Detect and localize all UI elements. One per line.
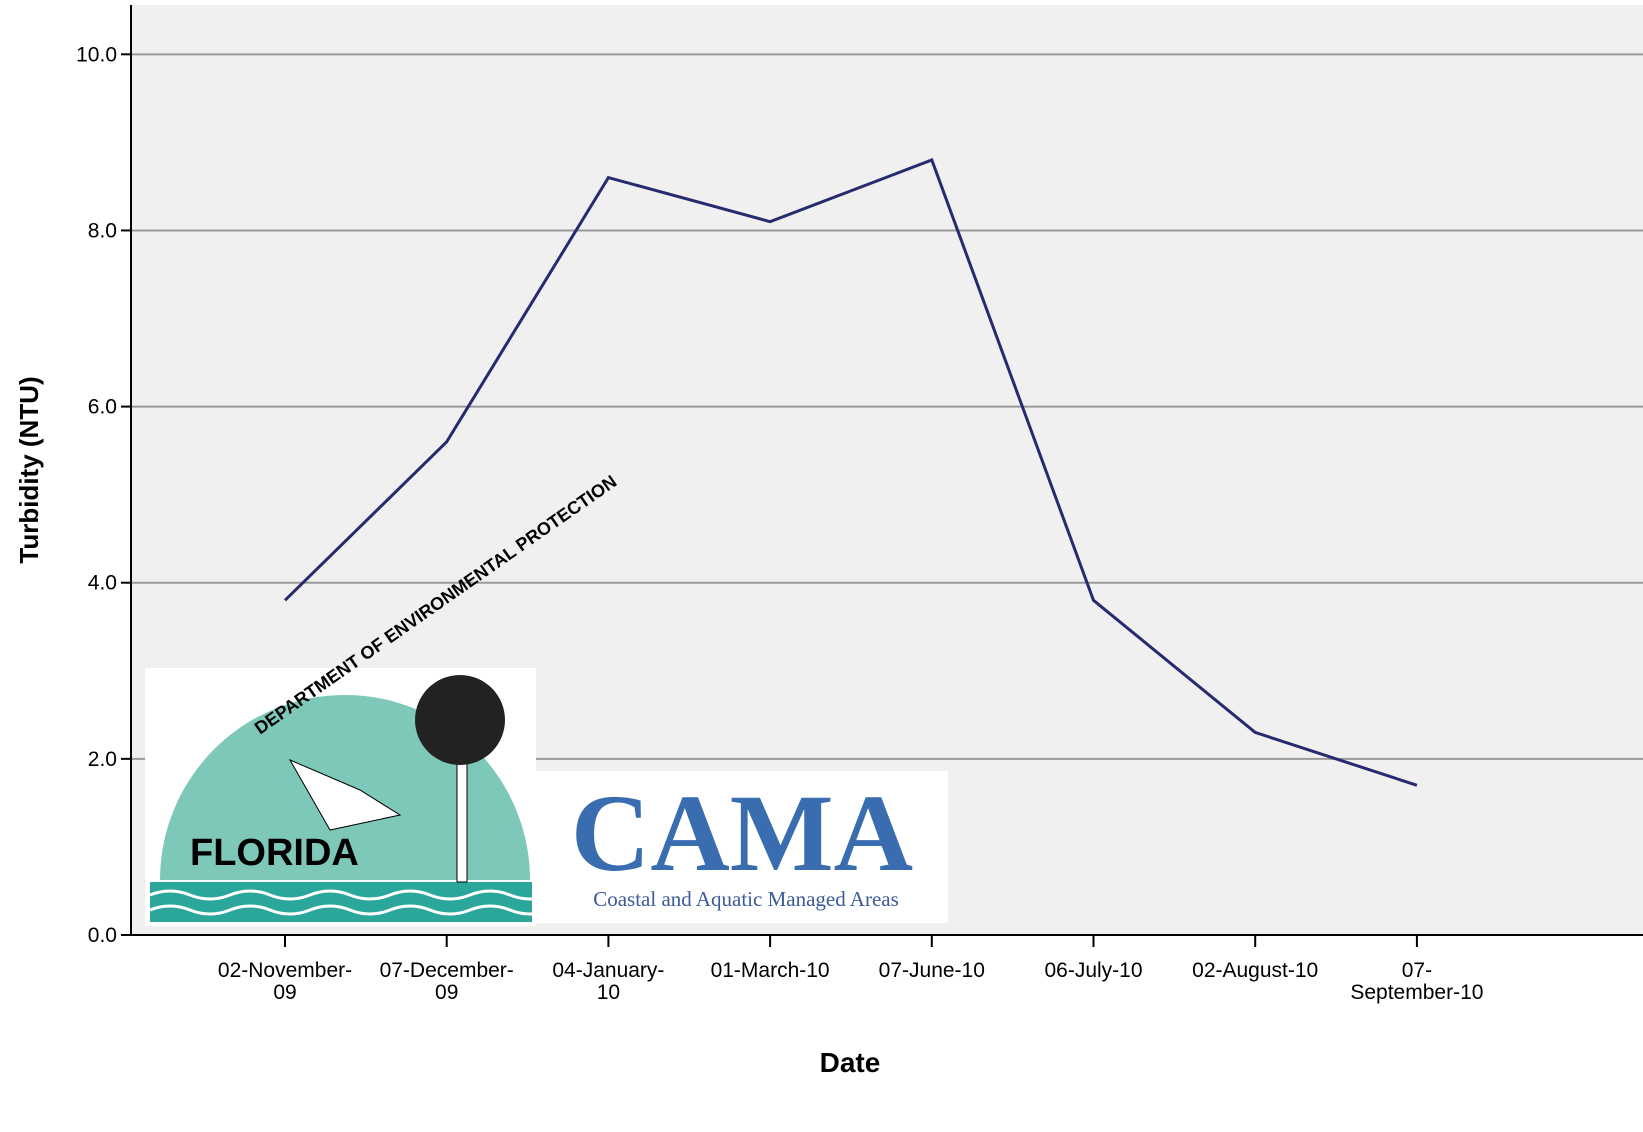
y-tick-label: 8.0 [88, 219, 117, 242]
logo-water [150, 882, 532, 922]
y-tick-label: 4.0 [88, 572, 117, 595]
cama-logo: CAMA Coastal and Aquatic Managed Areas [536, 771, 948, 923]
lines [283, 158, 1418, 787]
x-tick-label-line: 09 [273, 981, 296, 1004]
y-tick-label: 10.0 [76, 43, 117, 66]
x-tick-label-line: 07- [1402, 959, 1432, 982]
x-tick-label-line: 09 [435, 981, 458, 1004]
x-axis-title: Date [820, 1047, 881, 1078]
x-tick-label: 04-January-10 [552, 959, 664, 1004]
x-tick-label-line: 07-December- [380, 959, 514, 982]
y-tick-label: 0.0 [88, 924, 117, 947]
logo-bg [536, 771, 948, 923]
logo-waves [149, 889, 551, 916]
x-tick-label-line: 02-November- [218, 959, 352, 982]
x-tick-label: 07-September-10 [1350, 959, 1483, 1004]
x-tick-label: 02-November-09 [218, 959, 352, 1004]
logo-cama-sub: Coastal and Aquatic Managed Areas [593, 887, 899, 911]
x-tick-label: 06-July-10 [1044, 959, 1142, 982]
x-tick-label-line: 10 [597, 981, 620, 1004]
y-axis-title: Turbidity (NTU) [14, 376, 44, 563]
x-tick-label: 02-August-10 [1192, 959, 1318, 982]
logo-cama: CAMA [571, 772, 913, 894]
logo-palm-leaves [415, 675, 505, 765]
x-tick-label: 01-March-10 [711, 959, 830, 982]
logo-florida: FLORIDA [190, 832, 359, 874]
x-tick-label: 07-June-10 [879, 959, 985, 982]
y-tick-label: 6.0 [88, 396, 117, 419]
logo-bird [288, 758, 402, 831]
series-line [283, 158, 1418, 787]
x-tick-label-line: 04-January- [552, 959, 664, 982]
y-tick-label: 2.0 [88, 748, 117, 771]
x-tick-label-line: September-10 [1350, 981, 1483, 1004]
x-tick-label: 07-December-09 [380, 959, 514, 1004]
